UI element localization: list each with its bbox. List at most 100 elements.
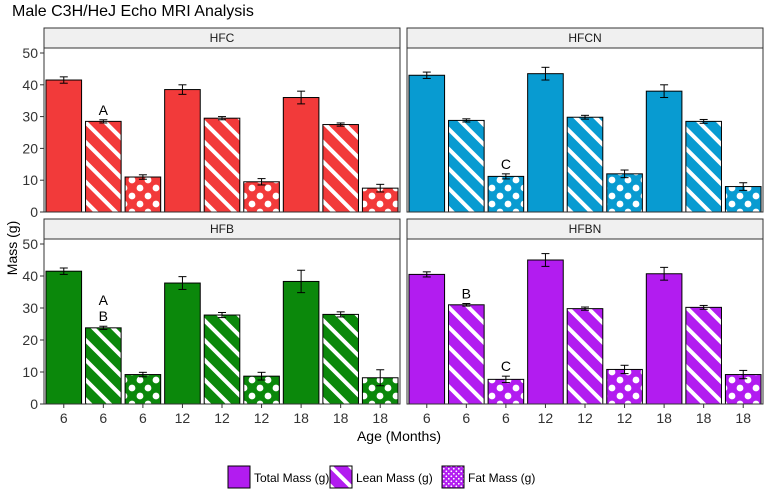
y-tick-label-hfb-10: 10: [22, 364, 38, 380]
y-tick-label-hfb-20: 20: [22, 332, 38, 348]
y-tick-label-hfc-20: 20: [22, 140, 38, 156]
error-bar-hfb-5: [257, 371, 266, 381]
panels-group: HFCA01020304050HFCNCHFBAB01020304050HFBN…: [22, 27, 764, 412]
y-tick-label-hfc-0: 0: [30, 204, 38, 220]
bar-pattern-hfbn-5: [606, 369, 643, 404]
legend-key-pattern-fat: [442, 466, 464, 488]
legend-label-lean: Lean Mass (g): [356, 471, 433, 485]
panel-border-hfcn: [406, 47, 764, 213]
x-tick-label-0-3: 12: [175, 410, 191, 426]
y-tick-label-hfc-40: 40: [22, 77, 38, 93]
error-bar-hfcn-7: [699, 118, 708, 124]
legend-key-outline-fat: [441, 465, 465, 489]
legend-key-total: [228, 466, 250, 488]
error-bar-hfb-6: [297, 269, 306, 294]
bar-pattern-hfbn-1: [448, 304, 485, 404]
panel-border-hfc: [43, 47, 401, 213]
error-bar-hfcn-0: [422, 71, 431, 79]
strip-label-hfc: HFC: [210, 31, 235, 45]
x-tick-label-1-1: 6: [462, 410, 470, 426]
bar-pattern-hfcn-4: [567, 117, 603, 212]
bar-hfcn-total-6: [408, 75, 445, 212]
panel-hfb: HFB AB 0 10 20 30 40 50: [22, 218, 401, 412]
error-bar-hfc-1: [99, 119, 108, 124]
x-tick-label-0-1: 6: [99, 410, 107, 426]
bar-pattern-hfbn-7: [685, 307, 722, 404]
y-tick-label-hfc-10: 10: [22, 172, 38, 188]
legend-label-fat: Fat Mass (g): [468, 471, 535, 485]
error-bar-hfb-1: [99, 325, 108, 330]
bar-pattern-hfbn-4: [567, 308, 603, 404]
error-bar-hfc-8: [376, 183, 385, 193]
strip-label-hfcn: HFCN: [568, 31, 601, 45]
bar-pattern-hfb-1: [85, 327, 122, 404]
legend-key-pattern-lean: [330, 466, 352, 488]
x-tick-label-1-7: 18: [696, 410, 712, 426]
bar-hfc-total-6: [45, 80, 82, 212]
bar-hfb-total-6: [45, 271, 82, 404]
bar-pattern-hfc-2: [125, 177, 161, 212]
error-bar-hfb-3: [178, 276, 187, 290]
bar-pattern-hfc-8: [362, 188, 399, 212]
panel-hfbn: HFBN B C: [406, 218, 764, 405]
error-bar-hfbn-3: [541, 253, 550, 267]
y-tick-label-hfb-30: 30: [22, 300, 38, 316]
bar-hfbn-total-6: [408, 274, 445, 404]
x-tick-label-0-0: 6: [60, 410, 68, 426]
error-bar-hfbn-2: [501, 375, 510, 384]
error-bar-hfc-2: [138, 174, 147, 180]
error-bar-hfc-0: [59, 76, 68, 84]
bar-pattern-hfb-7: [322, 314, 359, 404]
y-tick-label-hfb-0: 0: [30, 396, 38, 412]
bar-pattern-hfcn-1: [448, 120, 485, 212]
panel-hfc: HFC A 0 10 20 30 40 50: [22, 27, 401, 220]
y-axis-hfc: 0 10 20 30 40 50: [22, 45, 44, 220]
y-tick-label-hfb-40: 40: [22, 268, 38, 284]
x-tick-label-1-2: 6: [502, 410, 510, 426]
bar-pattern-hfcn-7: [685, 121, 722, 212]
x-axis-title: Age (Months): [357, 428, 441, 444]
error-bar-hfcn-6: [660, 84, 669, 99]
x-tick-label-1-5: 12: [617, 410, 633, 426]
error-bar-hfc-3: [178, 84, 187, 95]
legend: Total Mass (g) Lean Mass (g) Fat Mass (g): [227, 465, 535, 489]
error-bar-hfb-2: [138, 371, 147, 378]
bar-pattern-hfbn-2: [488, 379, 524, 404]
bar-hfb-total-12: [164, 283, 201, 404]
error-bar-hfc-4: [218, 116, 226, 121]
bar-pattern-hfb-2: [125, 374, 161, 404]
x-tick-label-0-2: 6: [139, 410, 147, 426]
error-bar-hfc-6: [297, 90, 306, 105]
error-bar-hfc-5: [257, 178, 266, 186]
x-tick-label-1-0: 6: [423, 410, 431, 426]
error-bar-hfb-0: [59, 267, 68, 275]
annotation-hfb-b: B: [99, 308, 108, 324]
legend-key-outline-lean: [329, 465, 353, 489]
x-tick-label-0-7: 18: [333, 410, 349, 426]
error-bar-hfb-4: [218, 311, 226, 319]
annotation-hfbn-b: B: [462, 286, 471, 302]
y-axis-title: Mass (g): [4, 221, 20, 275]
bar-pattern-hfb-4: [204, 315, 240, 404]
x-tick-label-1-8: 18: [735, 410, 751, 426]
error-bar-hfb-7: [336, 311, 345, 318]
bar-pattern-hfcn-2: [488, 176, 524, 212]
chart-title: Male C3H/HeJ Echo MRI Analysis: [12, 3, 254, 20]
bar-hfcn-total-12: [527, 73, 564, 212]
x-tick-label-0-4: 12: [214, 410, 230, 426]
bar-pattern-hfc-5: [243, 181, 280, 212]
error-bar-hfcn-8: [739, 182, 748, 191]
error-bar-hfbn-4: [581, 306, 589, 311]
error-bar-hfcn-3: [541, 66, 550, 81]
annotation-hfc-a: A: [99, 102, 109, 118]
x-tick-label-0-5: 12: [254, 410, 270, 426]
error-bar-hfbn-1: [462, 303, 471, 307]
error-bar-hfbn-8: [739, 369, 748, 380]
error-bar-hfbn-0: [422, 271, 431, 278]
annotation-hfb-a: A: [99, 292, 109, 308]
bar-hfb-total-18: [283, 281, 319, 404]
annotation-hfbn-c: C: [501, 358, 511, 374]
bar-hfbn-total-18: [646, 273, 682, 404]
strip-label-hfbn: HFBN: [569, 222, 602, 236]
